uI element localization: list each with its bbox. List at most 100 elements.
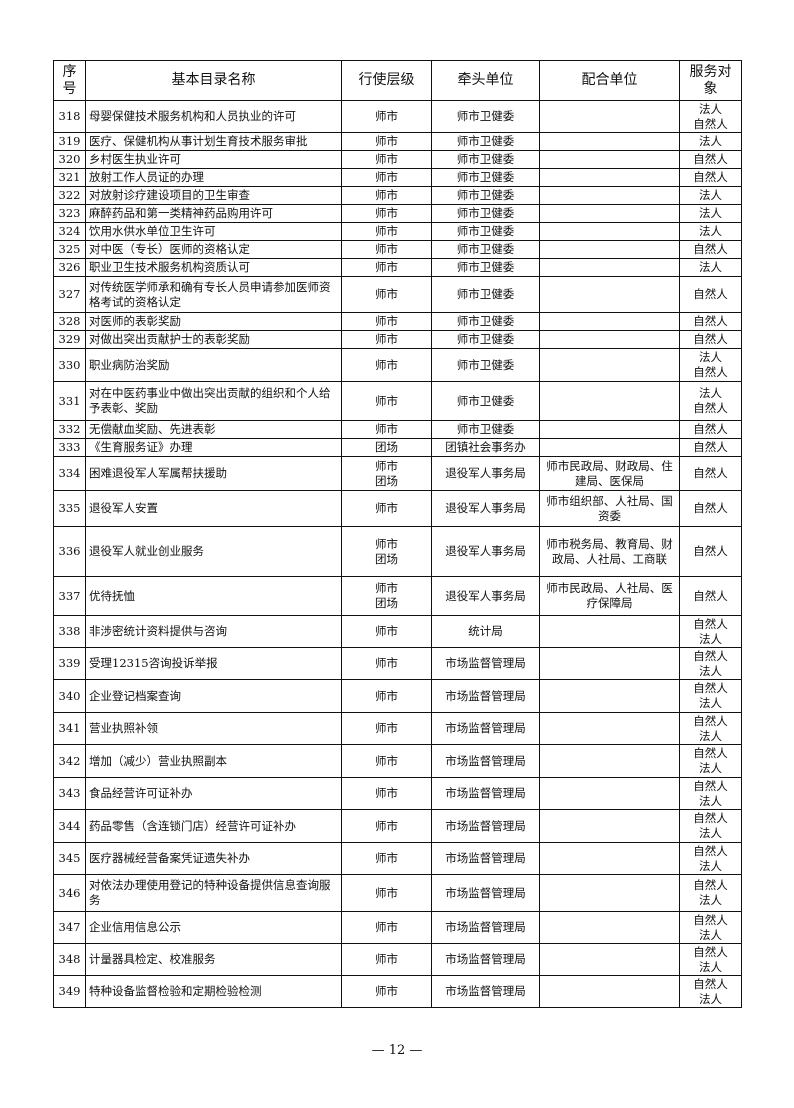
level: 师市 (341, 186, 432, 205)
item-name: 对依法办理使用登记的特种设备提供信息查询服务 (85, 874, 342, 912)
level: 师市 (341, 100, 432, 133)
level: 团场 (341, 438, 432, 457)
level: 师市 (341, 874, 432, 912)
row-number: 332 (53, 420, 86, 439)
level: 师市 (341, 809, 432, 843)
lead-unit: 师市卫健委 (431, 132, 540, 151)
coop-unit (539, 420, 680, 439)
table-row: 346 对依法办理使用登记的特种设备提供信息查询服务 师市 市场监督管理局 自然人 法人 (53, 874, 742, 912)
row-number: 343 (53, 777, 86, 810)
row-number: 335 (53, 490, 86, 527)
table-row: 337 优待抚恤 师市 团场 退役军人事务局 师市民政局、人社局、医疗保障局 自然人 (53, 576, 742, 616)
service-target: 法人 (679, 204, 742, 223)
table-row: 326 职业卫生技术服务机构资质认可 师市 师市卫健委 法人 (53, 258, 742, 277)
item-name: 《生育服务证》办理 (85, 438, 342, 457)
table-row: 327 对传统医学师承和确有专长人员申请参加医师资格考试的资格认定 师市 师市卫健委 自… (53, 276, 742, 313)
table-header-row: 序号 基本目录名称 行使层级 牵头单位 配合单位 服务对象 (53, 60, 742, 101)
lead-unit: 市场监督管理局 (431, 874, 540, 912)
page-number: — 12 — (371, 1043, 423, 1058)
table-row: 343 食品经营许可证补办 师市 市场监督管理局 自然人 法人 (53, 777, 742, 810)
table-row: 332 无偿献血奖励、先进表彰 师市 师市卫健委 自然人 (53, 420, 742, 439)
coop-unit (539, 186, 680, 205)
item-name: 母婴保健技术服务机构和人员执业的许可 (85, 100, 342, 133)
item-name: 企业登记档案查询 (85, 679, 342, 713)
table-row: 322 对放射诊疗建设项目的卫生审查 师市 师市卫健委 法人 (53, 186, 742, 205)
header-level: 行使层级 (341, 60, 432, 101)
level: 师市 (341, 777, 432, 810)
item-name: 非涉密统计资料提供与咨询 (85, 615, 342, 648)
row-number: 331 (53, 381, 86, 421)
coop-unit: 师市民政局、财政局、住建局、医保局 (539, 456, 680, 491)
row-number: 348 (53, 943, 86, 976)
item-name: 对做出突出贡献护士的表彰奖励 (85, 330, 342, 349)
lead-unit: 市场监督管理局 (431, 809, 540, 843)
coop-unit (539, 132, 680, 151)
coop-unit (539, 943, 680, 976)
row-number: 328 (53, 312, 86, 331)
coop-unit (539, 204, 680, 223)
row-number: 339 (53, 647, 86, 680)
lead-unit: 师市卫健委 (431, 168, 540, 187)
table-row: 342 增加（减少）营业执照副本 师市 市场监督管理局 自然人 法人 (53, 744, 742, 778)
service-target: 自然人 (679, 420, 742, 439)
table-row: 341 营业执照补领 师市 市场监督管理局 自然人 法人 (53, 712, 742, 745)
item-name: 特种设备监督检验和定期检验检测 (85, 975, 342, 1008)
lead-unit: 退役军人事务局 (431, 526, 540, 577)
service-target: 自然人 法人 (679, 679, 742, 713)
row-number: 334 (53, 456, 86, 491)
row-number: 323 (53, 204, 86, 223)
item-name: 增加（减少）营业执照副本 (85, 744, 342, 778)
row-number: 344 (53, 809, 86, 843)
row-number: 345 (53, 842, 86, 875)
row-number: 326 (53, 258, 86, 277)
level: 师市 (341, 168, 432, 187)
service-target: 自然人 (679, 526, 742, 577)
row-number: 322 (53, 186, 86, 205)
row-number: 318 (53, 100, 86, 133)
lead-unit: 师市卫健委 (431, 420, 540, 439)
lead-unit: 师市卫健委 (431, 381, 540, 421)
table-row: 344 药品零售（含连锁门店）经营许可证补办 师市 市场监督管理局 自然人 法人 (53, 809, 742, 843)
coop-unit (539, 150, 680, 169)
service-target: 自然人 法人 (679, 842, 742, 875)
row-number: 321 (53, 168, 86, 187)
table-row: 331 对在中医药事业中做出突出贡献的组织和个人给予表彰、奖励 师市 师市卫健委 法人 … (53, 381, 742, 421)
service-target: 法人 (679, 132, 742, 151)
table-row: 329 对做出突出贡献护士的表彰奖励 师市 师市卫健委 自然人 (53, 330, 742, 349)
row-number: 319 (53, 132, 86, 151)
table-row: 348 计量器具检定、校准服务 师市 市场监督管理局 自然人 法人 (53, 943, 742, 976)
lead-unit: 退役军人事务局 (431, 456, 540, 491)
coop-unit (539, 975, 680, 1008)
item-name: 医疗、保健机构从事计划生育技术服务审批 (85, 132, 342, 151)
lead-unit: 市场监督管理局 (431, 975, 540, 1008)
service-target: 自然人 法人 (679, 647, 742, 680)
row-number: 327 (53, 276, 86, 313)
header-no: 序号 (53, 60, 86, 101)
lead-unit: 师市卫健委 (431, 330, 540, 349)
lead-unit: 师市卫健委 (431, 204, 540, 223)
table-row: 335 退役军人安置 师市 退役军人事务局 师市组织部、人社局、国资委 自然人 (53, 490, 742, 527)
row-number: 347 (53, 911, 86, 944)
coop-unit (539, 809, 680, 843)
service-target: 自然人 (679, 490, 742, 527)
item-name: 乡村医生执业许可 (85, 150, 342, 169)
coop-unit (539, 842, 680, 875)
coop-unit (539, 911, 680, 944)
level: 师市 (341, 132, 432, 151)
table-row: 338 非涉密统计资料提供与咨询 师市 统计局 自然人 法人 (53, 615, 742, 648)
level: 师市 (341, 615, 432, 648)
coop-unit (539, 330, 680, 349)
row-number: 341 (53, 712, 86, 745)
lead-unit: 团镇社会事务办 (431, 438, 540, 457)
level: 师市 (341, 842, 432, 875)
row-number: 324 (53, 222, 86, 241)
service-target: 自然人 (679, 240, 742, 259)
table-row: 340 企业登记档案查询 师市 市场监督管理局 自然人 法人 (53, 679, 742, 713)
level: 师市 (341, 222, 432, 241)
coop-unit (539, 276, 680, 313)
lead-unit: 市场监督管理局 (431, 679, 540, 713)
item-name: 药品零售（含连锁门店）经营许可证补办 (85, 809, 342, 843)
coop-unit (539, 744, 680, 778)
table-row: 319 医疗、保健机构从事计划生育技术服务审批 师市 师市卫健委 法人 (53, 132, 742, 151)
service-target: 自然人 (679, 456, 742, 491)
